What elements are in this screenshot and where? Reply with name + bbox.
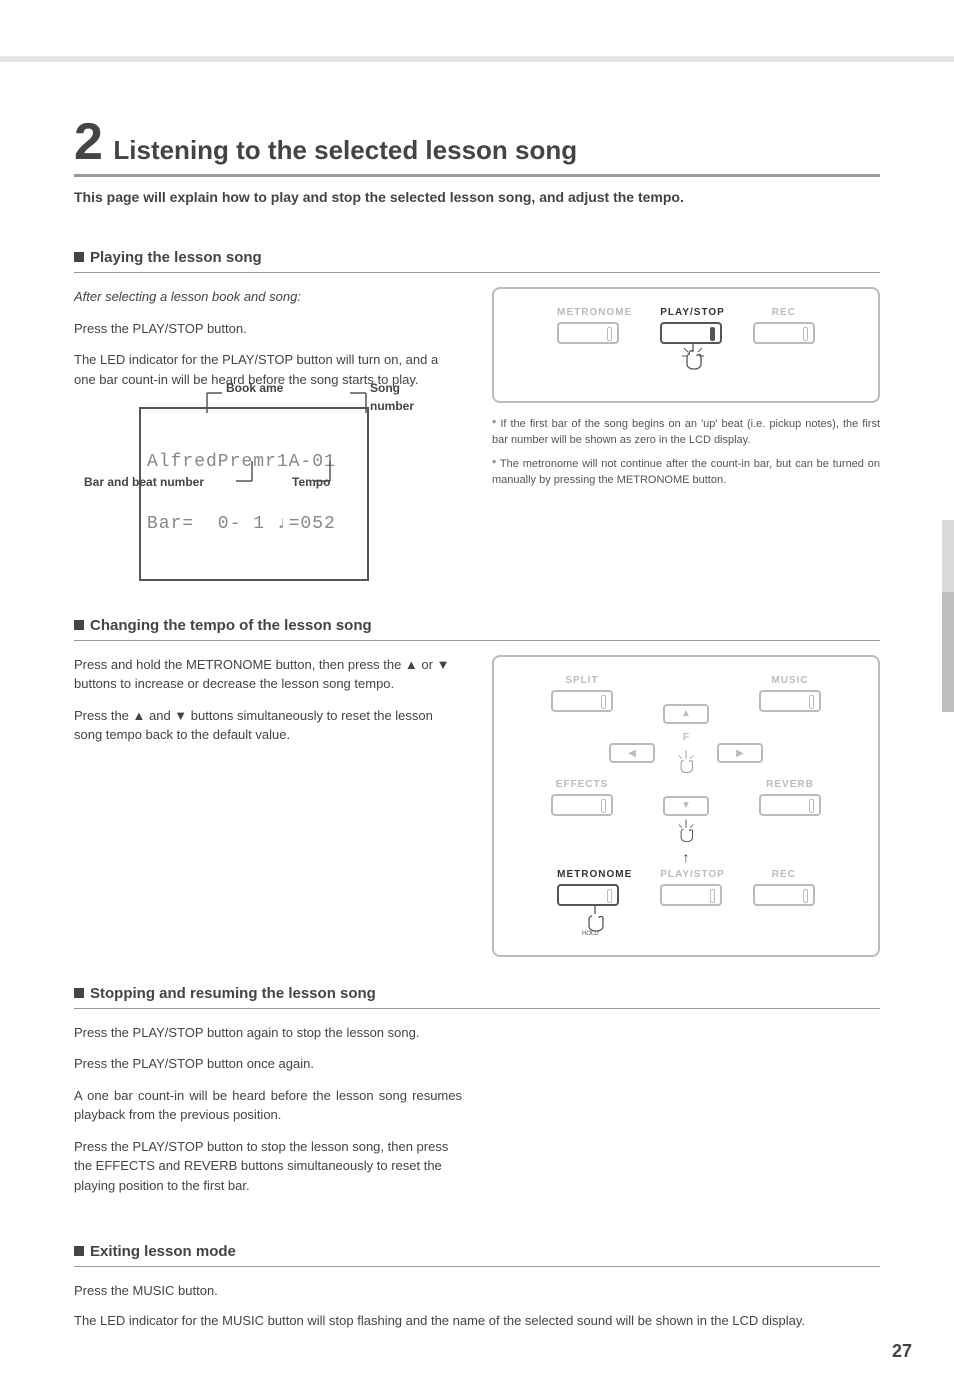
page-title: Listening to the selected lesson song bbox=[113, 135, 577, 166]
label-playstop2: PLAY/STOP bbox=[660, 869, 725, 880]
reverb-button[interactable] bbox=[759, 794, 821, 816]
intro-text: This page will explain how to play and s… bbox=[74, 189, 880, 205]
hold-icon: HOLD bbox=[557, 902, 632, 941]
s2-p1: Press and hold the METRONOME button, the… bbox=[74, 655, 462, 694]
f-label: F bbox=[683, 732, 689, 743]
page-number: 27 bbox=[892, 1341, 912, 1362]
panel-playstop: METRONOME PLAY/STOP REC bbox=[492, 287, 880, 403]
up-button[interactable]: ▲ bbox=[663, 704, 709, 724]
metronome-button[interactable] bbox=[557, 322, 619, 344]
callout-bar: Bar and beat number bbox=[84, 473, 204, 491]
right-button[interactable]: ▶ bbox=[717, 743, 763, 763]
music-button[interactable] bbox=[759, 690, 821, 712]
s1-note2: * The metronome will not continue after … bbox=[492, 457, 880, 489]
s1-p1: Press the PLAY/STOP button. bbox=[74, 319, 462, 339]
subheading-playing: Playing the lesson song bbox=[74, 249, 880, 273]
left-button[interactable]: ◀ bbox=[609, 743, 655, 763]
subheading-stopping: Stopping and resuming the lesson song bbox=[74, 985, 880, 1009]
playstop-button-2[interactable] bbox=[660, 884, 722, 906]
metronome-button-2[interactable] bbox=[557, 884, 619, 906]
s1-note1: * If the first bar of the song begins on… bbox=[492, 417, 880, 449]
subheading-exiting: Exiting lesson mode bbox=[74, 1243, 880, 1267]
page-heading: 2 Listening to the selected lesson song bbox=[74, 112, 880, 177]
s3-p3: A one bar count-in will be heard before … bbox=[74, 1086, 462, 1125]
effects-button[interactable] bbox=[551, 794, 613, 816]
rec-button[interactable] bbox=[753, 322, 815, 344]
press-icon bbox=[673, 749, 699, 775]
lcd-diagram: Book ame Song number AlfredPremr1A-01 Ba… bbox=[74, 407, 434, 581]
s3-p2: Press the PLAY/STOP button once again. bbox=[74, 1054, 462, 1074]
panel-tempo: SPLIT MUSIC ▲ ◀ bbox=[492, 655, 880, 957]
split-button[interactable] bbox=[551, 690, 613, 712]
label-split: SPLIT bbox=[551, 675, 613, 686]
label-reverb: REVERB bbox=[759, 779, 821, 790]
svg-text:HOLD: HOLD bbox=[582, 931, 599, 936]
callout-tempo: Tempo bbox=[292, 473, 330, 491]
press-icon bbox=[660, 340, 725, 377]
playstop-button[interactable] bbox=[660, 322, 722, 344]
s1-italic: After selecting a lesson book and song: bbox=[74, 287, 462, 307]
label-rec: REC bbox=[753, 307, 815, 318]
subheading-tempo: Changing the tempo of the lesson song bbox=[74, 617, 880, 641]
press-icon: ↑ bbox=[512, 818, 860, 865]
s3-p4: Press the PLAY/STOP button to stop the l… bbox=[74, 1137, 462, 1196]
label-metronome: METRONOME bbox=[557, 307, 632, 318]
s2-p2: Press the ▲ and ▼ buttons simultaneously… bbox=[74, 706, 462, 745]
s4-p1: Press the MUSIC button. bbox=[74, 1281, 880, 1301]
s3-p1: Press the PLAY/STOP button again to stop… bbox=[74, 1023, 462, 1043]
section-number: 2 bbox=[74, 112, 103, 172]
callout-book: Book ame bbox=[226, 379, 283, 397]
label-music: MUSIC bbox=[759, 675, 821, 686]
down-button[interactable]: ▼ bbox=[663, 796, 709, 816]
label-effects: EFFECTS bbox=[551, 779, 613, 790]
callout-song: Song number bbox=[370, 379, 434, 415]
s4-p2: The LED indicator for the MUSIC button w… bbox=[74, 1311, 880, 1331]
label-metronome2: METRONOME bbox=[557, 869, 632, 880]
label-playstop: PLAY/STOP bbox=[660, 307, 725, 318]
label-rec2: REC bbox=[753, 869, 815, 880]
rec-button-2[interactable] bbox=[753, 884, 815, 906]
